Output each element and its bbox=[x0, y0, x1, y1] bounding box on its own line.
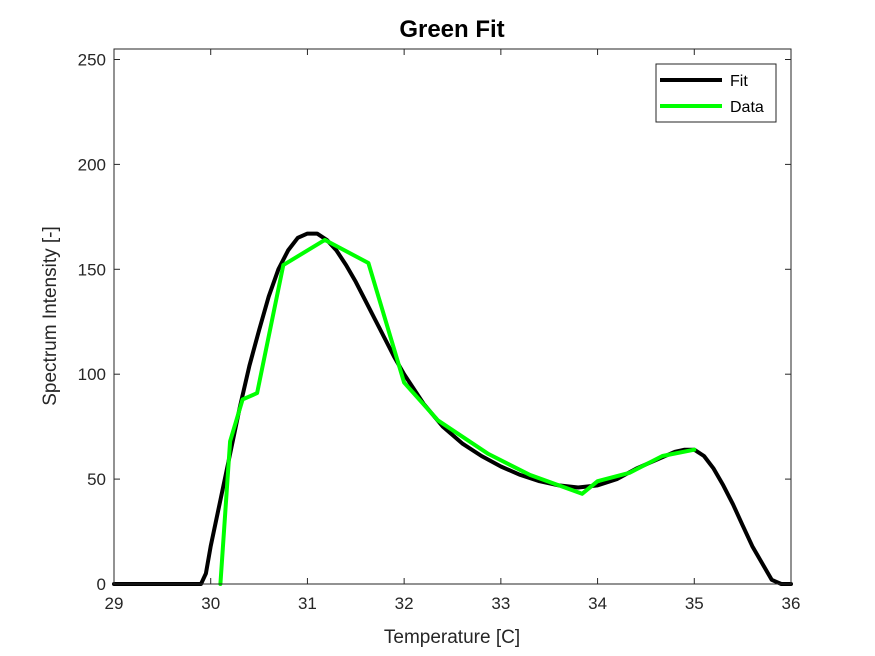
x-tick-label: 34 bbox=[588, 594, 607, 613]
y-axis-label: Spectrum Intensity [-] bbox=[40, 226, 61, 406]
legend: Fit Data bbox=[655, 63, 777, 123]
x-tick-label: 35 bbox=[685, 594, 704, 613]
plot-frame bbox=[113, 48, 792, 585]
y-tick-label: 200 bbox=[78, 155, 106, 174]
y-tick-label: 0 bbox=[97, 575, 106, 594]
x-tick-label: 32 bbox=[395, 594, 414, 613]
series-line-data bbox=[218, 237, 697, 586]
legend-label-data: Data bbox=[730, 99, 764, 116]
chart-title: Green Fit bbox=[399, 16, 504, 43]
y-tick-label: 250 bbox=[78, 50, 106, 69]
x-axis-label: Temperature [C] bbox=[384, 627, 520, 648]
x-tick-label: 36 bbox=[782, 594, 801, 613]
x-tick-label: 30 bbox=[201, 594, 220, 613]
y-axis: 0 50 100 150 200 250 bbox=[78, 50, 791, 594]
legend-label-fit: Fit bbox=[730, 73, 748, 90]
plot-area bbox=[114, 49, 791, 584]
x-axis: 29 30 31 32 33 34 35 36 bbox=[105, 49, 801, 613]
x-tick-label: 29 bbox=[105, 594, 124, 613]
y-tick-label: 150 bbox=[78, 260, 106, 279]
y-tick-label: 100 bbox=[78, 365, 106, 384]
series-lines bbox=[112, 231, 793, 586]
x-tick-label: 33 bbox=[491, 594, 510, 613]
legend-box bbox=[655, 63, 777, 123]
x-tick-label: 31 bbox=[298, 594, 317, 613]
y-tick-label: 50 bbox=[87, 470, 106, 489]
